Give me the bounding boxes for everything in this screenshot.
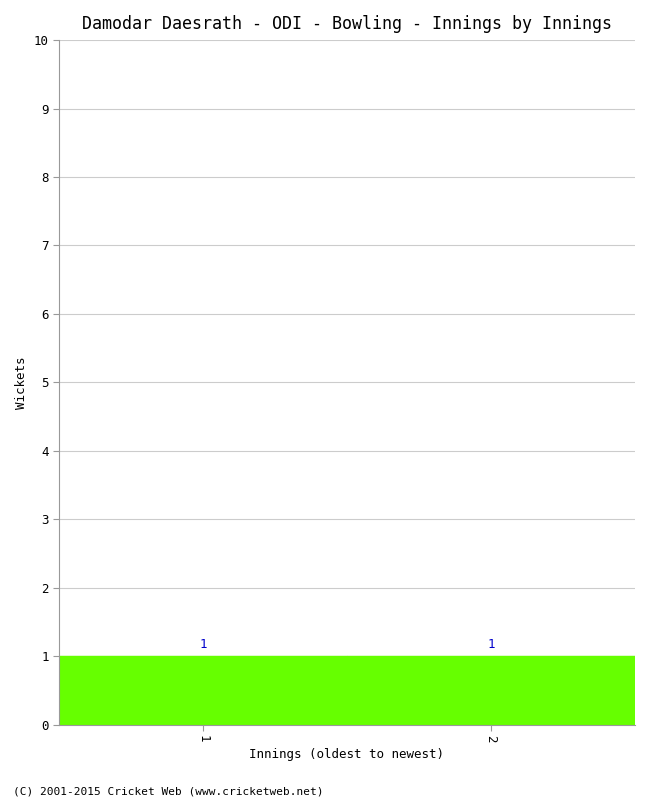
Text: 1: 1 <box>488 638 495 650</box>
Title: Damodar Daesrath - ODI - Bowling - Innings by Innings: Damodar Daesrath - ODI - Bowling - Innin… <box>82 15 612 33</box>
Text: (C) 2001-2015 Cricket Web (www.cricketweb.net): (C) 2001-2015 Cricket Web (www.cricketwe… <box>13 786 324 796</box>
Bar <box>59 656 347 725</box>
Text: 1: 1 <box>200 638 207 650</box>
Bar <box>347 656 635 725</box>
X-axis label: Innings (oldest to newest): Innings (oldest to newest) <box>250 748 445 761</box>
Y-axis label: Wickets: Wickets <box>15 356 28 409</box>
